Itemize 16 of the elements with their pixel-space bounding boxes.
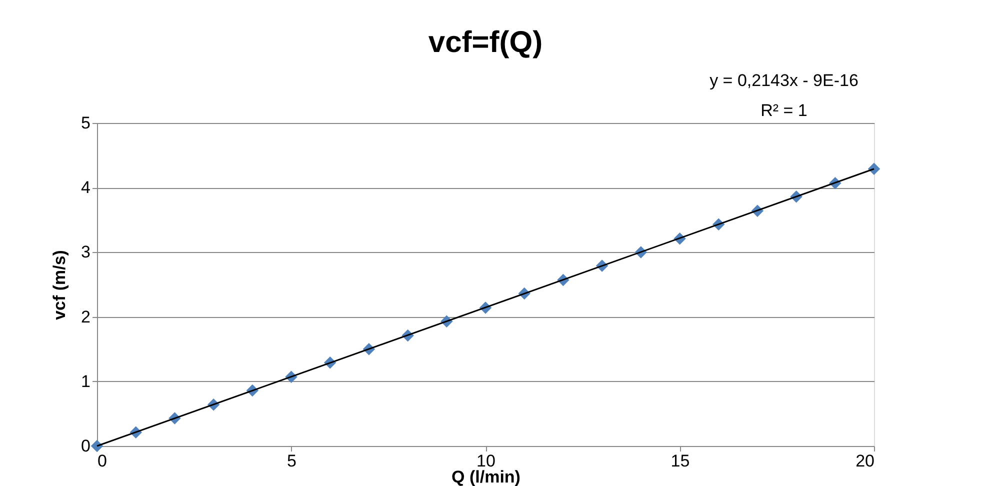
x-tick-label: 10 bbox=[476, 452, 496, 470]
x-tick-label: 15 bbox=[670, 452, 690, 470]
x-tick-label: 20 bbox=[856, 452, 874, 470]
chart-title: vcf=f(Q) bbox=[428, 26, 543, 59]
text: R² = 1 bbox=[760, 101, 808, 120]
y-tick-label: 4 bbox=[81, 178, 90, 198]
x-tick-label: 0 bbox=[98, 452, 107, 470]
y-tick-label: 1 bbox=[81, 372, 90, 391]
y-tick-label: 5 bbox=[81, 114, 90, 132]
x-tick-label: 5 bbox=[287, 452, 296, 470]
text: y = 0,2143x - 9E-16 bbox=[710, 71, 858, 90]
y-axis-title: vcf (m/s) bbox=[50, 250, 70, 320]
y-tick-label: 0 bbox=[81, 436, 90, 456]
y-tick-label: 3 bbox=[81, 242, 90, 262]
x-axis-title: Q (l/min) bbox=[452, 468, 520, 486]
y-tick-label: 2 bbox=[81, 307, 90, 326]
